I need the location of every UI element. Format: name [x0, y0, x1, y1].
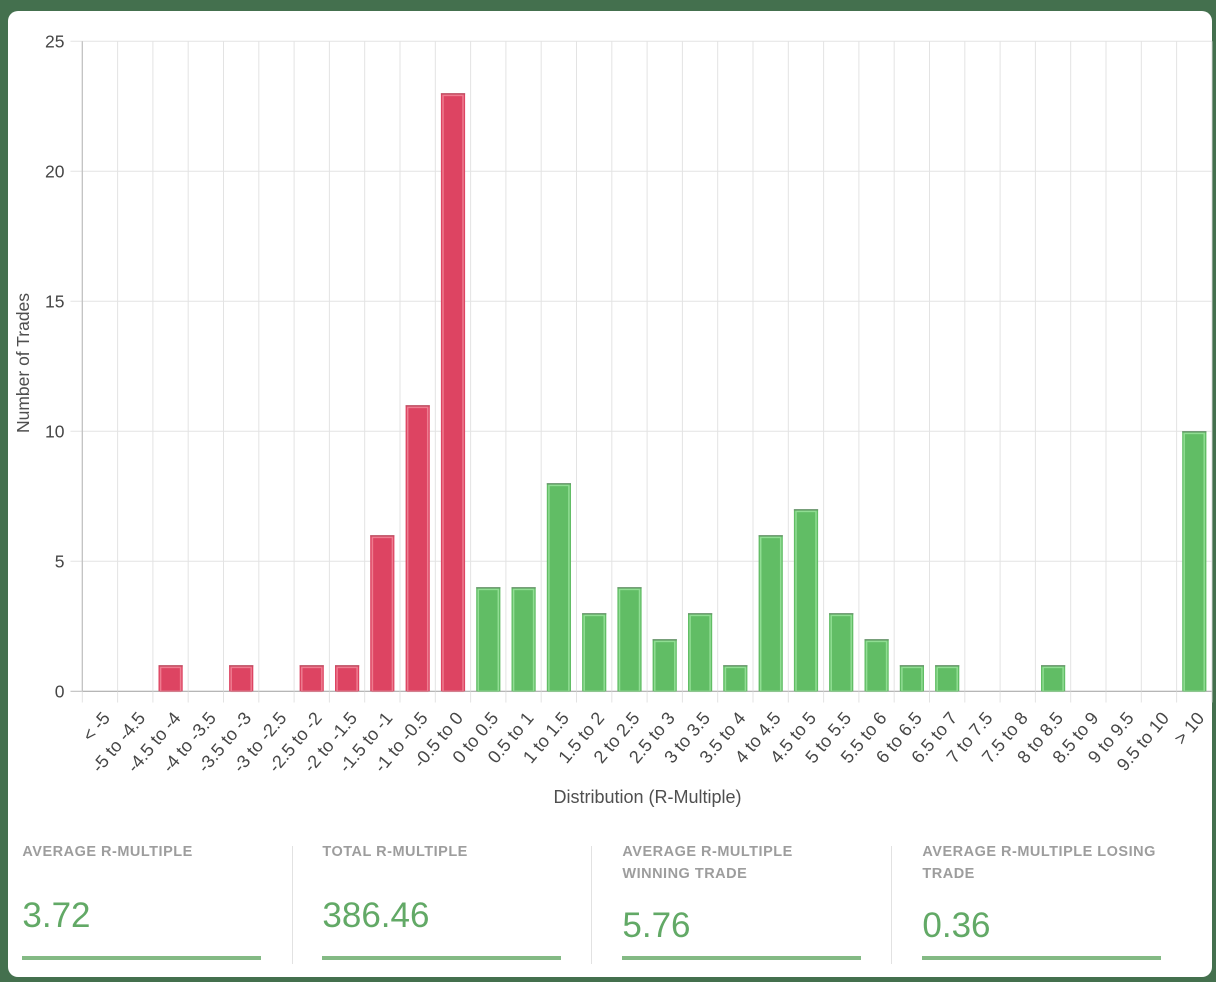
svg-text:0: 0: [55, 681, 65, 701]
svg-text:Number of Trades: Number of Trades: [13, 293, 33, 433]
svg-text:15: 15: [45, 291, 64, 311]
svg-text:5: 5: [55, 551, 65, 571]
svg-text:Distribution (R-Multiple): Distribution (R-Multiple): [553, 787, 741, 807]
svg-text:10: 10: [45, 421, 65, 441]
svg-text:25: 25: [45, 31, 64, 51]
svg-text:> 10: > 10: [1170, 708, 1208, 748]
svg-text:20: 20: [45, 161, 65, 181]
